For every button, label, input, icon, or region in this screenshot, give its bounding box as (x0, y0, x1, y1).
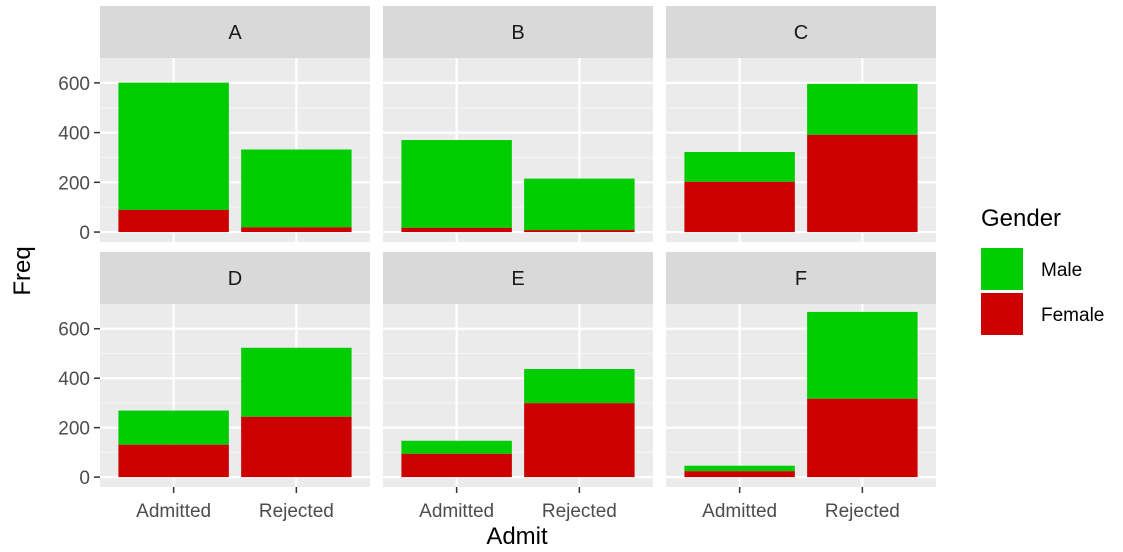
bar-female-E-admitted (401, 453, 512, 478)
facet-strip-label: E (511, 268, 524, 290)
legend-key-female (981, 293, 1023, 335)
legend: Gender Male Female (981, 205, 1104, 335)
y-axis-title: Freq (9, 246, 36, 295)
bar-female-D-admitted (118, 444, 229, 478)
facet-panel-B: B (383, 6, 653, 242)
facet-strip-label: A (228, 22, 242, 44)
facet-strip (383, 252, 653, 304)
bar-female-D-rejected (241, 416, 352, 478)
y-tick-label: 0 (79, 468, 90, 489)
y-tick-label: 600 (58, 320, 90, 341)
bar-male-E-admitted (401, 440, 512, 454)
bar-female-B-rejected (524, 230, 635, 233)
x-tick-label: Rejected (259, 501, 334, 522)
bar-female-A-admitted (118, 209, 229, 233)
x-tick-label: Admitted (136, 501, 211, 522)
bar-female-C-rejected (807, 134, 918, 233)
x-tick-label: Rejected (542, 501, 617, 522)
bar-male-B-rejected (524, 178, 635, 231)
bar-male-A-admitted (118, 82, 229, 210)
y-tick-label: 600 (58, 74, 90, 95)
bar-male-C-rejected (807, 83, 918, 135)
y-tick-label: 400 (58, 124, 90, 145)
facet-panels: A 0 200 400 600 B C D 0 200 400 600 Admitted Rejected… (58, 6, 936, 522)
bar-male-A-rejected (241, 149, 352, 228)
bar-female-C-admitted (684, 181, 795, 233)
legend-key-male (981, 248, 1023, 290)
y-tick-label: 400 (58, 369, 90, 390)
bar-female-F-admitted (684, 471, 795, 478)
facet-strip (666, 6, 936, 58)
bar-male-F-admitted (684, 465, 795, 472)
facet-panel-F: F Admitted Rejected (666, 252, 936, 522)
facet-strip (100, 6, 370, 58)
bar-female-F-rejected (807, 398, 918, 478)
facet-strip-label: F (795, 268, 807, 290)
facet-strip (666, 252, 936, 304)
facet-strip-label: C (794, 22, 808, 44)
facet-strip (100, 252, 370, 304)
bar-male-F-rejected (807, 311, 918, 399)
facet-strip-label: D (228, 268, 242, 290)
legend-label-female: Female (1041, 305, 1104, 326)
y-tick-label: 0 (79, 223, 90, 244)
legend-label-male: Male (1041, 260, 1082, 281)
x-tick-label: Admitted (702, 501, 777, 522)
x-tick-label: Rejected (825, 501, 900, 522)
facet-panel-C: C (666, 6, 936, 242)
legend-title: Gender (981, 205, 1061, 232)
x-tick-label: Admitted (419, 501, 494, 522)
facet-strip-label: B (511, 22, 524, 44)
bar-female-B-admitted (401, 227, 512, 233)
y-tick-label: 200 (58, 173, 90, 194)
bar-male-B-admitted (401, 140, 512, 228)
bar-female-E-rejected (524, 403, 635, 478)
bar-female-A-rejected (241, 227, 352, 233)
bar-male-D-admitted (118, 410, 229, 445)
bar-male-E-rejected (524, 369, 635, 404)
facet-panel-D: D 0 200 400 600 Admitted Rejected (58, 252, 370, 522)
bar-male-C-admitted (684, 151, 795, 182)
facet-panel-A: A 0 200 400 600 (58, 6, 370, 244)
y-tick-label: 200 (58, 419, 90, 440)
facet-panel-E: E Admitted Rejected (383, 252, 653, 522)
x-axis-title: Admit (486, 523, 548, 550)
facet-strip (383, 6, 653, 58)
bar-male-D-rejected (241, 347, 352, 417)
